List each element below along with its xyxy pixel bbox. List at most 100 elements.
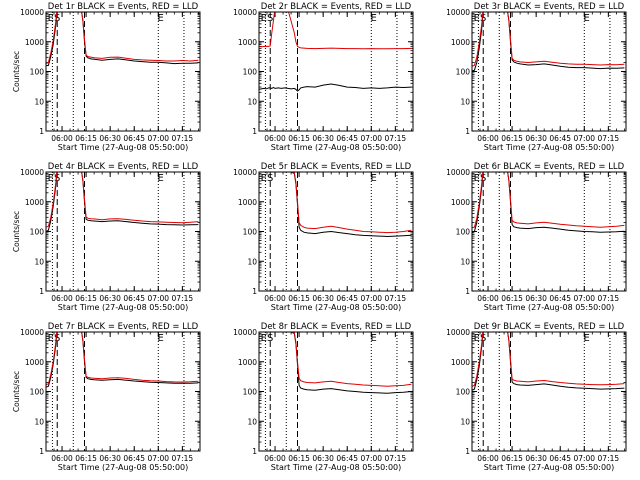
y-tick-label: 10000 <box>446 8 470 17</box>
x-tick-label: 06:30 <box>312 454 334 463</box>
detector-panel: Det 4r BLACK = Events, RED = LLD 1 10 100 10… <box>12 162 201 312</box>
y-tick-label: 100 <box>456 388 471 397</box>
marker-letter: S <box>267 333 273 344</box>
x-tick-label: 07:15 <box>385 454 407 463</box>
x-tick-label: 06:00 <box>264 454 286 463</box>
y-tick-label: 1 <box>252 447 257 456</box>
x-tick-label: 07:15 <box>172 454 194 463</box>
x-tick-label: 06:30 <box>312 294 334 303</box>
marker-letter: E <box>474 173 480 184</box>
x-tick-label: 07:15 <box>598 454 620 463</box>
lld-series-line <box>259 172 412 234</box>
y-tick-label: 1 <box>252 287 257 296</box>
marker-letter: S <box>480 333 486 344</box>
x-axis-label: Start Time (27-Aug-08 05:50:00) <box>484 303 615 312</box>
y-tick-label: 1 <box>39 447 44 456</box>
lld-series-line <box>472 172 625 229</box>
panel-title: Det 5r BLACK = Events, RED = LLD <box>261 162 412 172</box>
plot-frame <box>258 331 414 452</box>
plot-frame <box>471 171 627 292</box>
lld-series-line <box>472 332 625 387</box>
y-tick-label: 1000 <box>238 38 257 47</box>
x-tick-label: 06:30 <box>99 454 121 463</box>
y-tick-label: 1 <box>39 287 44 296</box>
x-tick-label: 06:15 <box>501 134 523 143</box>
y-tick-label: 1000 <box>451 38 470 47</box>
marker-letter: E <box>583 333 589 344</box>
y-tick-label: 10 <box>247 257 257 266</box>
x-tick-label: 06:30 <box>525 134 547 143</box>
events-series-line <box>259 332 412 394</box>
x-tick-label: 07:00 <box>147 454 169 463</box>
y-tick-label: 10 <box>460 257 470 266</box>
marker-letter: E <box>370 333 376 344</box>
x-tick-label: 07:00 <box>360 134 382 143</box>
y-tick-label: 10 <box>247 97 257 106</box>
x-tick-label: 06:45 <box>336 454 358 463</box>
x-tick-label: 06:15 <box>75 134 97 143</box>
lld-series-line <box>46 12 199 65</box>
y-tick-label: 10000 <box>233 328 257 337</box>
y-tick-label: 100 <box>456 68 471 77</box>
panel-title: Det 4r BLACK = Events, RED = LLD <box>48 162 199 172</box>
panel-title: Det 9r BLACK = Events, RED = LLD <box>474 322 625 332</box>
x-tick-label: 06:45 <box>123 294 145 303</box>
x-tick-label: 06:30 <box>99 294 121 303</box>
panel-title: Det 7r BLACK = Events, RED = LLD <box>48 322 199 332</box>
marker-letter: E <box>157 333 163 344</box>
x-tick-label: 06:45 <box>549 454 571 463</box>
x-axis-label: Start Time (27-Aug-08 05:50:00) <box>58 143 189 152</box>
x-tick-label: 07:00 <box>360 454 382 463</box>
marker-letter: E <box>370 13 376 24</box>
lld-series-line <box>472 12 625 67</box>
x-tick-label: 06:30 <box>312 134 334 143</box>
marker-letter: E <box>370 173 376 184</box>
x-tick-label: 06:15 <box>288 134 310 143</box>
plot-frame <box>258 11 414 132</box>
x-axis-label: Start Time (27-Aug-08 05:50:00) <box>58 463 189 472</box>
y-tick-label: 1 <box>465 127 470 136</box>
panel-title: Det 2r BLACK = Events, RED = LLD <box>261 2 412 12</box>
y-tick-label: 100 <box>30 388 45 397</box>
x-tick-label: 07:15 <box>172 294 194 303</box>
marker-letter: S <box>54 173 60 184</box>
x-tick-label: 07:00 <box>573 134 595 143</box>
y-tick-label: 100 <box>243 228 258 237</box>
y-tick-label: 10000 <box>233 168 257 177</box>
lld-series-line <box>259 12 412 50</box>
y-tick-label: 1000 <box>451 198 470 207</box>
marker-letter: S <box>267 173 273 184</box>
y-tick-label: 1 <box>465 447 470 456</box>
y-axis-label: Counts/sec <box>12 371 21 412</box>
x-axis-label: Start Time (27-Aug-08 05:50:00) <box>484 463 615 472</box>
plot-frame <box>471 331 627 452</box>
plot-frame <box>45 171 201 292</box>
plot-frame <box>45 331 201 452</box>
y-tick-label: 10 <box>34 97 44 106</box>
x-tick-label: 06:45 <box>123 134 145 143</box>
x-tick-label: 06:30 <box>525 454 547 463</box>
y-tick-label: 100 <box>243 68 258 77</box>
y-tick-label: 10 <box>247 417 257 426</box>
plot-frame <box>471 11 627 132</box>
x-tick-label: 06:00 <box>51 134 73 143</box>
marker-letter: E <box>48 173 54 184</box>
x-tick-label: 07:15 <box>598 294 620 303</box>
y-tick-label: 10 <box>34 417 44 426</box>
x-tick-label: 07:00 <box>147 134 169 143</box>
events-series-line <box>259 83 412 92</box>
y-tick-label: 100 <box>30 68 45 77</box>
y-tick-label: 1 <box>465 287 470 296</box>
y-tick-label: 10000 <box>446 328 470 337</box>
y-tick-label: 100 <box>30 228 45 237</box>
marker-letter: E <box>261 13 267 24</box>
x-tick-label: 06:00 <box>264 294 286 303</box>
y-tick-label: 1000 <box>25 38 44 47</box>
y-tick-label: 10000 <box>233 8 257 17</box>
panel-title: Det 8r BLACK = Events, RED = LLD <box>261 322 412 332</box>
x-tick-label: 06:15 <box>75 294 97 303</box>
x-tick-label: 07:00 <box>573 294 595 303</box>
y-tick-label: 10000 <box>20 8 44 17</box>
marker-letter: E <box>583 173 589 184</box>
lld-series-line <box>46 172 199 228</box>
